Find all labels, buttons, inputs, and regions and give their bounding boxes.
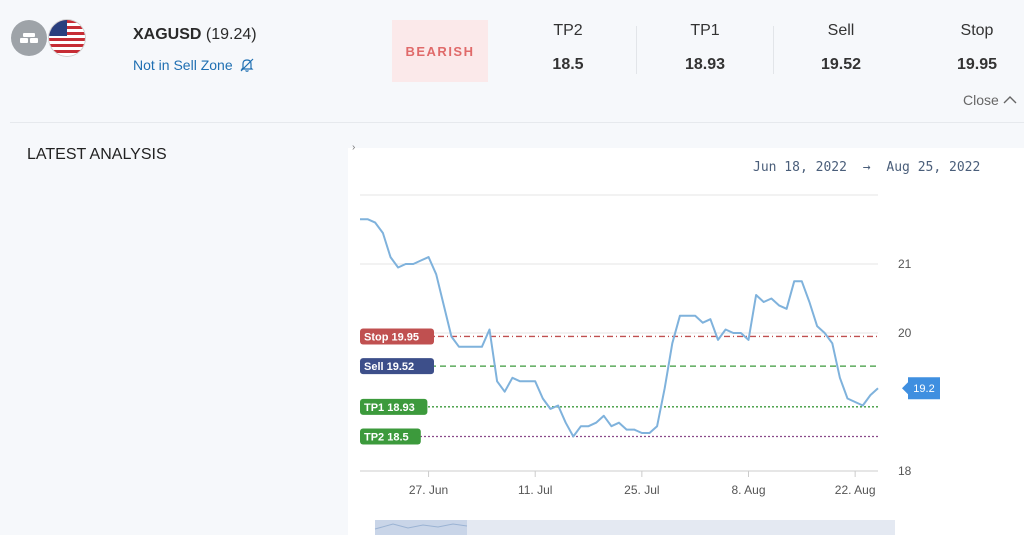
level-label: TP1	[690, 22, 720, 39]
y-tick-label: 20	[898, 326, 912, 340]
current-price-tag	[902, 377, 940, 400]
level-tp1: TP1 18.93	[637, 22, 773, 74]
divider	[636, 26, 637, 74]
price-series-line	[360, 218, 879, 438]
close-toggle[interactable]: Close	[963, 92, 1017, 108]
y-tick-label: 18	[898, 464, 912, 478]
level-value: 19.95	[956, 56, 998, 73]
symbol-title: XAGUSD (19.24)	[133, 26, 257, 44]
header-divider	[10, 122, 1024, 123]
level-label-bg-tp2	[360, 428, 421, 445]
date-range-arrow: →	[862, 160, 871, 175]
x-tick-label: 11. Jul	[518, 483, 552, 497]
level-label: TP2	[553, 22, 583, 39]
price-chart[interactable]: 21 20 18 27. Jun 11. Jul 25. Jul 8. Aug 22. Aug…	[348, 148, 1024, 535]
symbol-price: (19.24)	[205, 26, 257, 43]
date-range-end[interactable]: Aug 25, 2022	[886, 160, 981, 175]
date-range-start[interactable]: Jun 18, 2022	[753, 160, 847, 175]
level-label-bg-tp1	[360, 398, 428, 415]
x-tick-label: 27. Jun	[409, 483, 448, 497]
zone-status-text: Not in Sell Zone	[133, 57, 233, 73]
level-sell: Sell 19.52	[773, 22, 909, 74]
level-stop: Stop 19.95	[909, 22, 1024, 74]
navigator-bar[interactable]	[375, 520, 895, 535]
instrument-header: XAGUSD (19.24) Not in Sell Zone BEARISH …	[0, 0, 1024, 122]
level-label-bg-stop	[360, 328, 434, 345]
x-tick-label: 25. Jul	[624, 483, 659, 497]
level-label: Sell	[827, 22, 855, 39]
level-tp2: TP2 18.5	[500, 22, 636, 74]
level-label-sell: Sell 19.52	[364, 361, 414, 373]
zone-status[interactable]: Not in Sell Zone	[133, 57, 255, 73]
silver-metal-icon	[11, 20, 47, 56]
close-label: Close	[963, 92, 999, 108]
level-label-tp2: TP2 18.5	[364, 432, 409, 444]
navigator-series	[374, 523, 468, 530]
level-label-stop: Stop 19.95	[364, 331, 419, 343]
chevron-right-icon[interactable]: ›	[352, 142, 356, 153]
divider	[773, 26, 774, 74]
sentiment-badge: BEARISH	[392, 20, 488, 82]
symbol-name: XAGUSD	[133, 26, 202, 43]
level-label: Stop	[960, 22, 994, 39]
x-tick-label: 22. Aug	[835, 483, 876, 497]
x-tick-label: 8. Aug	[731, 483, 765, 497]
level-label-bg-sell	[360, 358, 434, 375]
y-tick-label: 21	[898, 257, 912, 271]
level-value: 19.52	[820, 56, 862, 73]
level-value: 18.5	[552, 56, 584, 73]
chevron-up-icon	[1003, 96, 1017, 104]
bell-off-icon[interactable]	[239, 57, 255, 73]
level-label-tp1: TP1 18.93	[364, 402, 415, 414]
current-price-label: 19.2	[913, 383, 934, 395]
navigator-handle[interactable]	[375, 520, 467, 535]
section-title: LATEST ANALYSIS	[27, 146, 167, 163]
date-range[interactable]: Jun 18, 2022 → Aug 25, 2022	[753, 160, 980, 175]
us-flag-icon	[49, 20, 85, 56]
level-value: 18.93	[684, 56, 726, 73]
